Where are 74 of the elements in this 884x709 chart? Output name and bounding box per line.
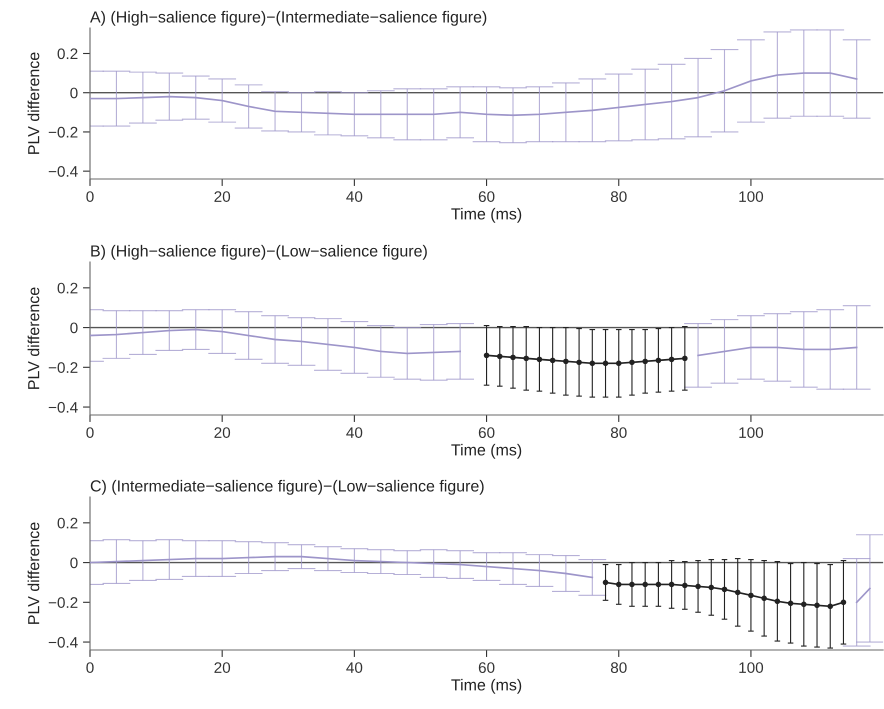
x-axis-title: Time (ms) xyxy=(451,678,522,694)
y-tick-label: −0.4 xyxy=(48,636,78,648)
point xyxy=(668,582,674,588)
y-axis-title: PLV difference xyxy=(28,288,40,389)
y-tick-label: 0 xyxy=(70,557,78,568)
point xyxy=(668,356,674,362)
point xyxy=(682,356,688,362)
y-tick-label: −0.4 xyxy=(48,402,78,413)
point xyxy=(497,354,503,360)
point xyxy=(814,602,820,608)
x-tick-label: 100 xyxy=(739,662,764,674)
y-tick-label: 0.2 xyxy=(58,282,78,294)
point xyxy=(602,580,608,586)
point xyxy=(656,582,662,588)
point xyxy=(563,358,569,364)
y-tick-label: 0.2 xyxy=(58,48,78,60)
point xyxy=(602,360,608,366)
x-tick-label: 80 xyxy=(610,662,627,674)
chart-title: A) (High−salience figure)−(Intermediate−salience figure) xyxy=(90,10,486,26)
point xyxy=(510,354,516,360)
y-axis-title: PLV difference xyxy=(28,522,40,624)
point xyxy=(761,596,767,602)
point xyxy=(629,360,635,366)
point xyxy=(576,360,582,366)
x-axis-title: Time (ms) xyxy=(451,444,522,459)
point xyxy=(642,582,648,588)
y-axis-title: PLV difference xyxy=(28,52,40,154)
x-tick-label: 60 xyxy=(478,427,494,438)
x-tick-label: 0 xyxy=(86,427,94,438)
y-tick-label: 0 xyxy=(70,322,78,334)
x-tick-label: 80 xyxy=(610,427,627,438)
y-tick-label: −0.4 xyxy=(48,166,78,177)
point xyxy=(695,584,701,590)
chart-title: C) (Intermediate−salience figure)−(Low−salience figure) xyxy=(90,480,484,495)
point xyxy=(788,600,794,606)
point xyxy=(682,582,688,588)
point xyxy=(827,604,834,610)
x-tick-label: 80 xyxy=(610,191,627,202)
x-tick-label: 100 xyxy=(739,191,764,202)
x-tick-label: 40 xyxy=(346,427,362,438)
x-tick-label: 20 xyxy=(214,662,230,674)
point xyxy=(523,356,529,362)
y-tick-label: 0.2 xyxy=(58,518,78,529)
y-tick-label: −0.2 xyxy=(48,362,78,373)
point xyxy=(484,352,490,358)
point xyxy=(656,358,662,364)
point xyxy=(616,360,622,366)
point xyxy=(722,586,728,592)
point xyxy=(801,602,807,608)
x-tick-label: 20 xyxy=(214,191,230,202)
x-tick-label: 0 xyxy=(86,662,94,674)
point xyxy=(748,592,754,598)
point xyxy=(550,358,556,364)
point xyxy=(734,590,740,596)
y-tick-label: −0.2 xyxy=(48,597,78,608)
x-tick-label: 40 xyxy=(346,191,362,202)
point xyxy=(536,356,542,362)
y-tick-label: −0.2 xyxy=(48,126,78,138)
point xyxy=(642,358,648,364)
point xyxy=(774,598,780,604)
point xyxy=(629,582,635,588)
x-tick-label: 60 xyxy=(478,662,494,674)
point xyxy=(708,584,714,590)
x-tick-label: 20 xyxy=(214,427,230,438)
x-tick-label: 100 xyxy=(739,427,764,438)
x-tick-label: 40 xyxy=(346,662,362,674)
point xyxy=(840,600,846,606)
chart-title: B) (High−salience figure)−(Low−salience figure) xyxy=(91,244,427,260)
point xyxy=(590,360,596,366)
y-tick-label: 0 xyxy=(70,88,78,98)
point xyxy=(616,582,622,588)
x-tick-label: 0 xyxy=(86,191,94,202)
x-axis-title: Time (ms) xyxy=(451,208,522,223)
x-tick-label: 60 xyxy=(478,191,494,202)
